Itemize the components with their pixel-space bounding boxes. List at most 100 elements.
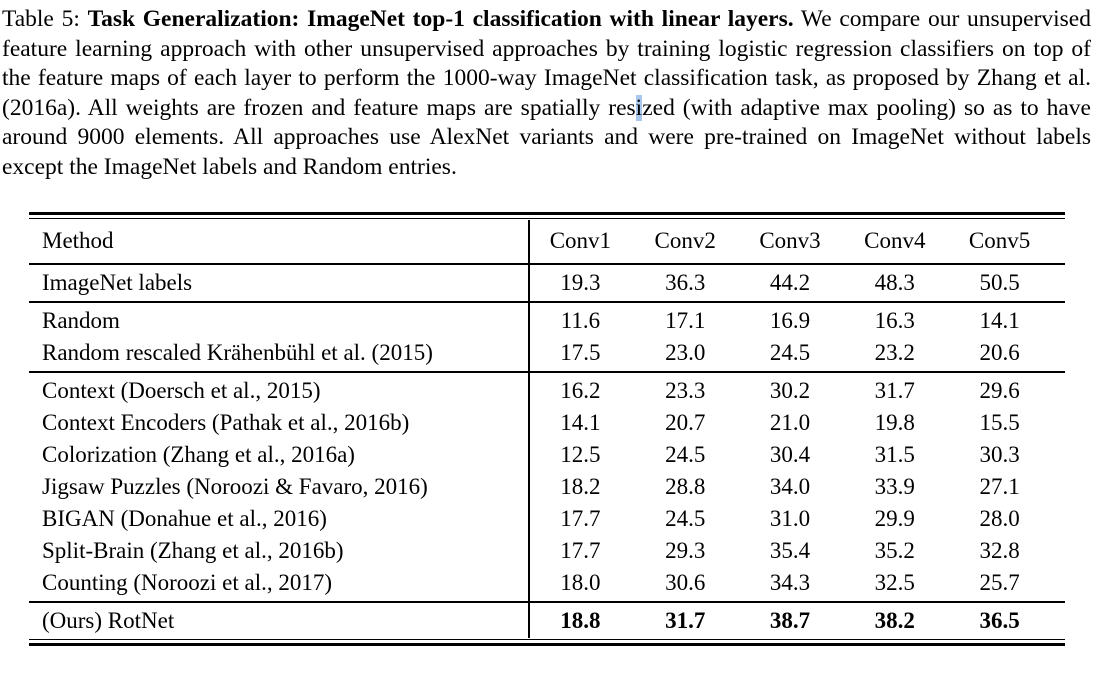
value-cell: 32.8 — [979, 538, 1020, 563]
value-cell: 48.3 — [874, 270, 915, 295]
value-cell: 16.9 — [769, 308, 811, 333]
value-cell: 29.9 — [874, 506, 915, 531]
value-cell: 27.1 — [979, 474, 1020, 499]
table-rule — [29, 371, 1065, 373]
table-rule — [29, 263, 1065, 265]
value-cell: 17.1 — [665, 308, 706, 333]
header-row: Method Conv1 Conv2 Conv3 Conv4 Conv5 — [29, 221, 1065, 261]
value-cell: 17.7 — [560, 506, 601, 531]
value-cell: 30.2 — [769, 378, 811, 403]
value-cell: 28.0 — [979, 506, 1020, 531]
value-cell: 14.1 — [979, 308, 1020, 333]
table-row: ImageNet labels 19.3 36.3 44.2 48.3 50.5 — [29, 267, 1065, 299]
table-rule — [29, 301, 1065, 303]
table-row: Random 11.6 17.1 16.9 16.3 14.1 — [29, 305, 1065, 337]
header-method: Method — [42, 228, 114, 253]
method-cell: Context Encoders (Pathak et al., 2016b) — [42, 410, 410, 435]
method-cell: (Ours) RotNet — [42, 608, 175, 633]
header-conv5: Conv5 — [968, 228, 1031, 253]
table-caption: Table 5: Task Generalization: ImageNet t… — [2, 5, 1091, 182]
value-cell: 28.8 — [665, 474, 706, 499]
value-cell: 31.7 — [665, 608, 706, 633]
method-cell: Random rescaled Krähenbühl et al. (2015) — [42, 340, 433, 365]
value-cell: 30.6 — [665, 570, 706, 595]
method-cell: Jigsaw Puzzles (Noroozi & Favaro, 2016) — [42, 474, 428, 499]
value-cell: 24.5 — [665, 442, 706, 467]
value-cell: 30.4 — [769, 442, 811, 467]
value-cell: 30.3 — [979, 442, 1020, 467]
value-cell: 20.7 — [665, 410, 706, 435]
group-random: Random 11.6 17.1 16.9 16.3 14.1 Random r… — [29, 303, 1065, 371]
value-cell: 38.2 — [874, 608, 915, 633]
value-cell: 18.0 — [560, 570, 601, 595]
value-cell: 16.3 — [874, 308, 915, 333]
value-cell: 19.3 — [560, 270, 601, 295]
value-cell: 25.7 — [979, 570, 1020, 595]
group-ours: (Ours) RotNet 18.8 31.7 38.7 38.2 36.5 — [29, 603, 1065, 639]
method-cell: Counting (Noroozi et al., 2017) — [42, 570, 333, 595]
value-cell: 11.6 — [560, 308, 601, 333]
caption-title: Task Generalization: ImageNet top-1 clas… — [87, 6, 794, 32]
value-cell: 17.5 — [560, 340, 601, 365]
value-cell: 12.5 — [560, 442, 601, 467]
method-cell: ImageNet labels — [42, 270, 193, 295]
value-cell: 35.2 — [874, 538, 915, 563]
results-table: Method Conv1 Conv2 Conv3 Conv4 Conv5 Ima… — [29, 212, 1065, 646]
value-cell: 23.0 — [665, 340, 706, 365]
column-divider — [528, 220, 530, 638]
method-cell: Split-Brain (Zhang et al., 2016b) — [42, 538, 344, 563]
table-row: Split-Brain (Zhang et al., 2016b) 17.7 2… — [29, 535, 1065, 567]
value-cell: 29.6 — [979, 378, 1020, 403]
table-row: Jigsaw Puzzles (Noroozi & Favaro, 2016) … — [29, 471, 1065, 503]
header-conv4: Conv4 — [864, 228, 926, 253]
caption-label: Table 5: — [2, 6, 88, 32]
value-cell: 32.5 — [874, 570, 915, 595]
table-row: Context (Doersch et al., 2015) 16.2 23.3… — [29, 375, 1065, 407]
method-cell: Random — [42, 308, 120, 333]
value-cell: 50.5 — [979, 270, 1020, 295]
method-cell: Context (Doersch et al., 2015) — [42, 378, 321, 403]
table-row: Counting (Noroozi et al., 2017) 18.0 30.… — [29, 567, 1065, 599]
table-row: Colorization (Zhang et al., 2016a) 12.5 … — [29, 439, 1065, 471]
value-cell: 18.8 — [560, 608, 601, 633]
header-conv1: Conv1 — [549, 228, 612, 253]
value-cell: 38.7 — [769, 608, 811, 633]
value-cell: 31.7 — [874, 378, 915, 403]
value-cell: 23.2 — [874, 340, 915, 365]
value-cell: 18.2 — [560, 474, 601, 499]
value-cell: 17.7 — [560, 538, 601, 563]
value-cell: 20.6 — [979, 340, 1020, 365]
table-row: Context Encoders (Pathak et al., 2016b) … — [29, 407, 1065, 439]
table-header: Method Conv1 Conv2 Conv3 Conv4 Conv5 — [29, 219, 1065, 263]
caption-body-before: We compare our unsupervised feature lear… — [2, 6, 1091, 121]
caption-body-after: zed (with adaptive max pooling) so as to… — [2, 94, 1091, 180]
header-conv3: Conv3 — [759, 228, 821, 253]
table-top-rule — [29, 212, 1065, 219]
value-cell: 21.0 — [769, 410, 811, 435]
value-cell: 14.1 — [560, 410, 601, 435]
group-unsupervised: Context (Doersch et al., 2015) 16.2 23.3… — [29, 373, 1065, 601]
value-cell: 36.5 — [979, 608, 1020, 633]
group-supervised: ImageNet labels 19.3 36.3 44.2 48.3 50.5 — [29, 265, 1065, 301]
value-cell: 35.4 — [769, 538, 811, 563]
value-cell: 19.8 — [874, 410, 915, 435]
table-row: Random rescaled Krähenbühl et al. (2015)… — [29, 337, 1065, 369]
method-cell: BIGAN (Donahue et al., 2016) — [42, 506, 327, 531]
value-cell: 23.3 — [665, 378, 706, 403]
selected-text: i — [635, 94, 643, 121]
value-cell: 44.2 — [769, 270, 811, 295]
value-cell: 15.5 — [979, 410, 1020, 435]
table-row: BIGAN (Donahue et al., 2016) 17.7 24.5 3… — [29, 503, 1065, 535]
value-cell: 24.5 — [665, 506, 706, 531]
value-cell: 24.5 — [769, 340, 811, 365]
value-cell: 31.5 — [874, 442, 915, 467]
table-rule — [29, 601, 1065, 603]
method-cell: Colorization (Zhang et al., 2016a) — [42, 442, 355, 467]
value-cell: 34.3 — [769, 570, 811, 595]
value-cell: 16.2 — [560, 378, 601, 403]
value-cell: 31.0 — [769, 506, 811, 531]
header-conv2: Conv2 — [654, 228, 716, 253]
value-cell: 33.9 — [874, 474, 915, 499]
table-row: (Ours) RotNet 18.8 31.7 38.7 38.2 36.5 — [29, 605, 1065, 637]
value-cell: 29.3 — [665, 538, 706, 563]
